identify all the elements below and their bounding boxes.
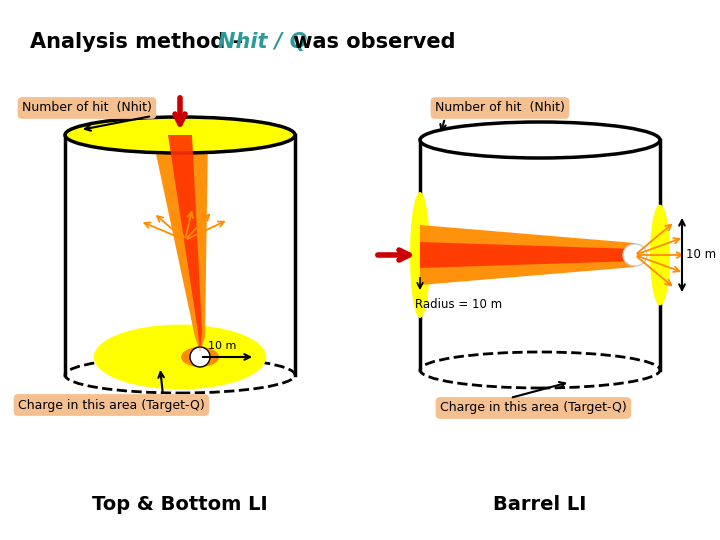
Text: Nhit / Q: Nhit / Q bbox=[218, 32, 307, 52]
Polygon shape bbox=[152, 135, 208, 352]
Ellipse shape bbox=[65, 117, 295, 153]
Circle shape bbox=[190, 347, 210, 367]
Ellipse shape bbox=[420, 122, 660, 158]
Ellipse shape bbox=[410, 192, 430, 318]
Text: Barrel LI: Barrel LI bbox=[493, 496, 587, 515]
Ellipse shape bbox=[181, 347, 219, 367]
Polygon shape bbox=[168, 135, 202, 352]
Text: Radius = 10 m: Radius = 10 m bbox=[415, 299, 502, 312]
Ellipse shape bbox=[65, 357, 295, 393]
Text: Top & Bottom LI: Top & Bottom LI bbox=[92, 496, 268, 515]
Ellipse shape bbox=[650, 205, 670, 306]
Text: Analysis method –: Analysis method – bbox=[30, 32, 251, 52]
Text: Number of hit  (Nhit): Number of hit (Nhit) bbox=[435, 102, 565, 114]
Text: Charge in this area (Target-Q): Charge in this area (Target-Q) bbox=[18, 399, 204, 411]
Polygon shape bbox=[420, 225, 635, 285]
Text: Number of hit  (Nhit): Number of hit (Nhit) bbox=[22, 102, 152, 114]
Text: 10 m: 10 m bbox=[686, 248, 716, 261]
Text: 10 m: 10 m bbox=[208, 341, 236, 351]
Ellipse shape bbox=[623, 244, 647, 266]
Polygon shape bbox=[420, 242, 635, 268]
Text: was observed: was observed bbox=[286, 32, 456, 52]
Ellipse shape bbox=[420, 352, 660, 388]
Ellipse shape bbox=[94, 325, 266, 389]
Text: Charge in this area (Target-Q): Charge in this area (Target-Q) bbox=[440, 402, 626, 415]
